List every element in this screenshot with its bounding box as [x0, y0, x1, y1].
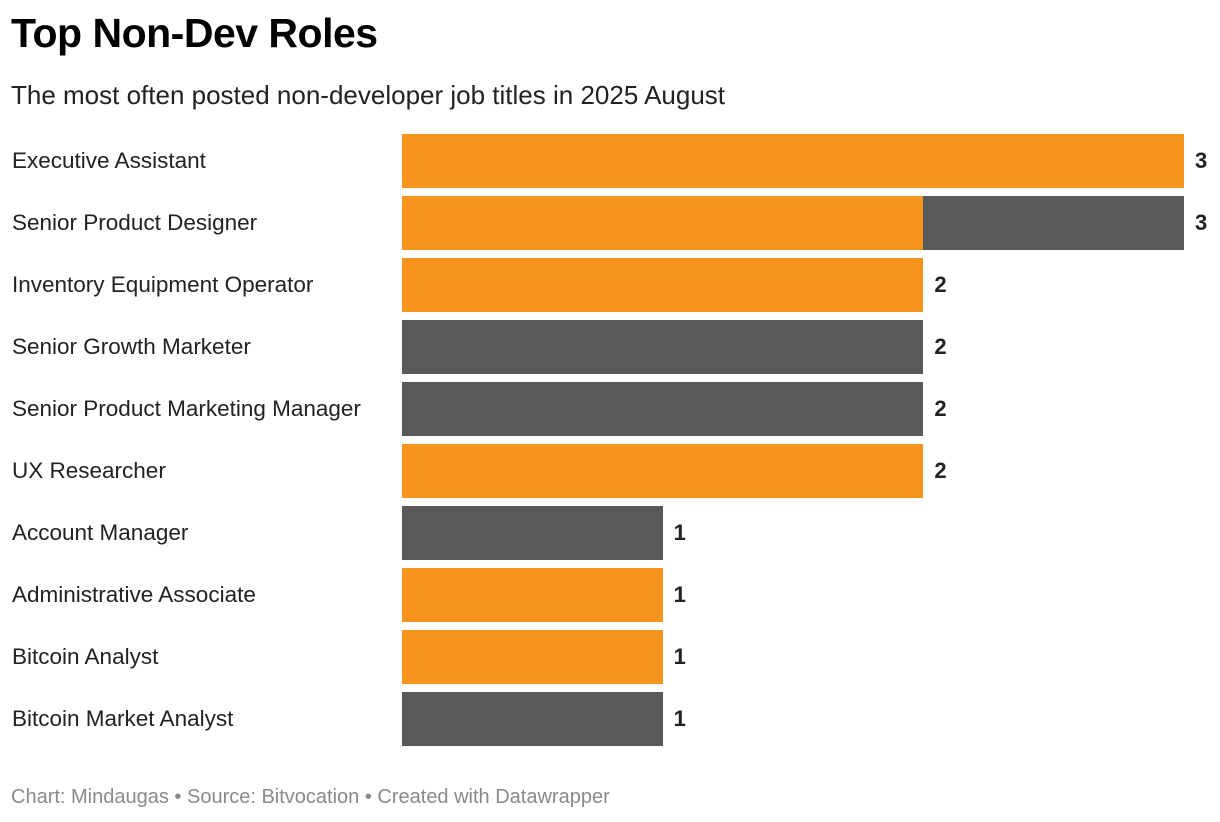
- bar: [402, 258, 924, 312]
- value-label: 1: [673, 644, 686, 669]
- bar: [402, 134, 1184, 188]
- chart-title: Top Non-Dev Roles: [11, 10, 378, 56]
- bar-segment-gray: [923, 196, 1184, 250]
- category-label: Account Manager: [12, 520, 189, 545]
- bar-row: Executive Assistant 3: [0, 134, 1220, 188]
- category-label: Senior Product Designer: [12, 210, 258, 235]
- bar-segment-gray: [402, 692, 663, 746]
- bar-segment-gray: [402, 506, 663, 560]
- value-label: 3: [1195, 148, 1208, 173]
- bar: [402, 630, 663, 684]
- category-label: Inventory Equipment Operator: [12, 272, 314, 297]
- bar-row: Inventory Equipment Operator 2: [0, 258, 1220, 312]
- bar-segment-orange: [402, 568, 663, 622]
- bar-segment-orange: [402, 444, 924, 498]
- bar-row: Bitcoin Market Analyst 1: [0, 692, 1220, 746]
- bar: [402, 382, 924, 436]
- bar-segment-orange: [402, 196, 924, 250]
- bar-row: Administrative Associate 1: [0, 568, 1220, 622]
- bar-segment-orange: [402, 134, 1184, 188]
- bar-row: Senior Growth Marketer 2: [0, 320, 1220, 374]
- bar-segment-orange: [402, 630, 663, 684]
- bar: [402, 196, 1184, 250]
- category-label: Bitcoin Market Analyst: [12, 706, 234, 731]
- bar-row: UX Researcher 2: [0, 444, 1220, 498]
- bar: [402, 692, 663, 746]
- value-label: 2: [934, 396, 947, 421]
- bar: [402, 444, 924, 498]
- chart-subtitle: The most often posted non-developer job …: [11, 80, 726, 110]
- category-label: Bitcoin Analyst: [12, 644, 159, 669]
- bar-row: Account Manager 1: [0, 506, 1220, 560]
- chart-footer: Chart: Mindaugas • Source: Bitvocation •…: [11, 786, 610, 808]
- category-label: UX Researcher: [12, 458, 166, 483]
- value-label: 1: [673, 520, 686, 545]
- bar-segment-gray: [402, 320, 924, 374]
- bar-segment-gray: [402, 382, 924, 436]
- category-label: Executive Assistant: [12, 148, 206, 173]
- value-label: 2: [934, 272, 947, 297]
- category-label: Administrative Associate: [12, 582, 256, 607]
- value-label: 1: [673, 706, 686, 731]
- bar-row: Bitcoin Analyst 1: [0, 630, 1220, 684]
- bar: [402, 320, 924, 374]
- value-label: 2: [934, 458, 947, 483]
- bar-row: Senior Product Designer 3: [0, 196, 1220, 250]
- value-label: 1: [673, 582, 686, 607]
- bar-row: Senior Product Marketing Manager 2: [0, 382, 1220, 436]
- category-label: Senior Product Marketing Manager: [12, 396, 361, 421]
- value-label: 3: [1195, 210, 1208, 235]
- bar: [402, 506, 663, 560]
- value-label: 2: [934, 334, 947, 359]
- category-label: Senior Growth Marketer: [12, 334, 251, 359]
- bar-segment-orange: [402, 258, 924, 312]
- bar: [402, 568, 663, 622]
